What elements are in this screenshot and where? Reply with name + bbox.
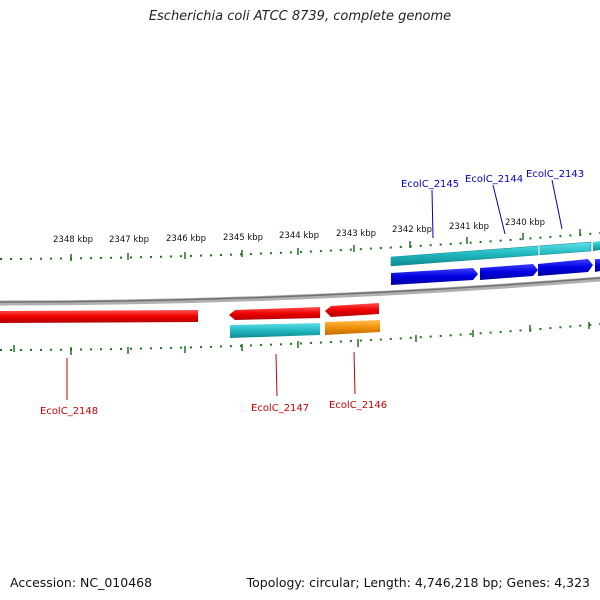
gene-label-ecolc-2144: EcolC_2144 <box>465 174 523 185</box>
lower-tick-row <box>0 322 600 355</box>
scale-label: 2340 kbp <box>505 218 545 228</box>
reverse-strand-features <box>0 303 380 338</box>
gene-arrow-ecolc-2145 <box>391 268 478 285</box>
gene-arrow-ecolc-2143 <box>538 259 593 276</box>
scale-label: 2342 kbp <box>392 225 432 235</box>
gene-arrow-ecolc-2146 <box>325 303 379 317</box>
gene-arrow-ecolc-2147 <box>229 307 320 320</box>
rna-bar-ecolc-2146 <box>325 320 380 335</box>
scale-label: 2344 kbp <box>279 231 319 241</box>
scale-label: 2345 kbp <box>223 233 263 243</box>
upper-tick-row <box>0 229 600 261</box>
gene-label-ecolc-2145: EcolC_2145 <box>401 179 459 190</box>
gene-label-ecolc-2146: EcolC_2146 <box>329 400 387 411</box>
cds-bar-ecolc-2147 <box>230 323 320 338</box>
gene-label-ecolc-2148: EcolC_2148 <box>40 406 98 417</box>
gene-label-ecolc-2143: EcolC_2143 <box>526 169 584 180</box>
genome-backbone <box>0 276 600 306</box>
gene-bar-ecolc-2148 <box>0 310 198 323</box>
topology-text: Topology: circular; Length: 4,746,218 bp… <box>246 575 590 590</box>
forward-strand-features <box>390 241 600 285</box>
accession-text: Accession: NC_010468 <box>10 575 153 590</box>
scale-label: 2347 kbp <box>109 235 149 245</box>
forward-gene-labels: EcolC_2145 EcolC_2144 EcolC_2143 <box>401 169 584 239</box>
gene-label-ecolc-2147: EcolC_2147 <box>251 403 309 414</box>
reverse-gene-labels: EcolC_2148 EcolC_2147 EcolC_2146 <box>40 351 387 417</box>
scale-label: 2343 kbp <box>336 229 376 239</box>
scale-label: 2346 kbp <box>166 234 206 244</box>
scale-labels: 2348 kbp 2347 kbp 2346 kbp 2345 kbp 2344… <box>53 218 545 245</box>
gene-arrow-ecolc-2144 <box>480 264 538 280</box>
scale-label: 2348 kbp <box>53 235 93 245</box>
scale-label: 2341 kbp <box>449 222 489 232</box>
genome-title: Escherichia coli ATCC 8739, complete gen… <box>148 9 452 24</box>
